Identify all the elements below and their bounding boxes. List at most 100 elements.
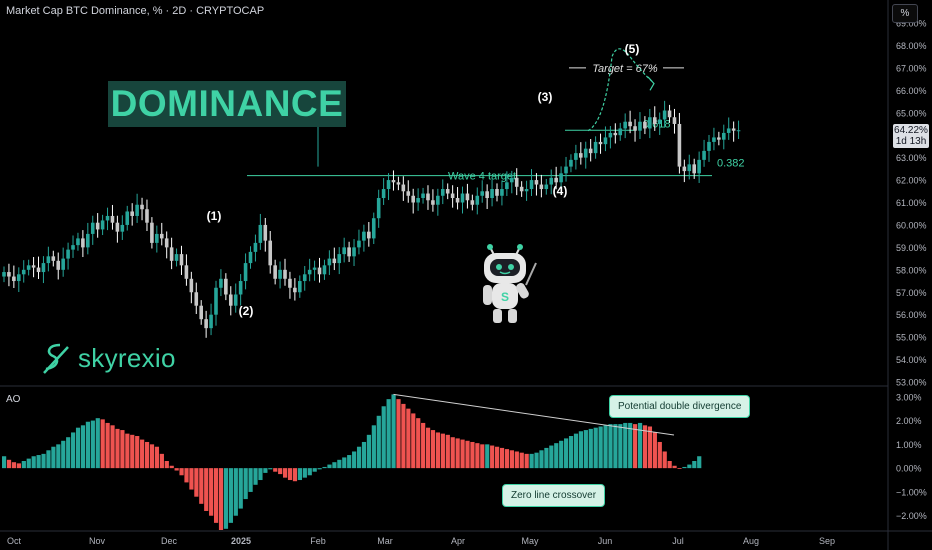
ao-bar: [475, 443, 480, 469]
ao-bar: [480, 444, 485, 469]
ao-bar: [534, 452, 539, 469]
ao-bar: [322, 466, 327, 469]
candle-body: [692, 164, 696, 174]
ao-bar: [312, 468, 317, 472]
ao-bar: [598, 426, 603, 469]
ao-bar: [514, 451, 519, 469]
x-axis[interactable]: Oct Nov Dec 2025 Feb Mar Apr May Jun Jul Aug Sep: [7, 536, 835, 546]
y-axis[interactable]: 53.00% 54.00% 55.00% 56.00% 57.00% 58.00% 59.0…: [896, 19, 927, 522]
ao-bar: [287, 468, 293, 481]
ao-bar: [692, 461, 697, 469]
ao-bar: [356, 446, 362, 469]
candle-body: [46, 256, 51, 264]
ao-bar: [391, 394, 396, 469]
annotations: Target = 67% (1) (2) (3) (4) (5): [207, 42, 684, 318]
ao-bar: [549, 445, 554, 469]
ao-bar: [583, 430, 588, 469]
candle-body: [115, 222, 120, 232]
ao-bar: [292, 468, 298, 482]
candle-body: [583, 148, 588, 158]
candle-body: [519, 186, 524, 192]
ao-bar: [2, 456, 7, 469]
candle-body: [288, 278, 292, 288]
ao-bar: [633, 424, 638, 469]
candle-body: [509, 177, 514, 183]
candle-body: [189, 278, 194, 293]
candle-body: [307, 269, 312, 275]
candle-body: [569, 159, 573, 167]
candle-body: [293, 287, 297, 293]
time-tick-label: 2025: [231, 536, 251, 546]
ao-bar: [677, 468, 682, 469]
ao-bar: [105, 422, 110, 469]
price-tick-label: 54.00%: [896, 355, 927, 365]
price-tick-label: 60.00%: [896, 220, 927, 230]
candles[interactable]: [2, 100, 741, 338]
candle-body: [455, 198, 460, 203]
ao-bar: [539, 450, 544, 469]
candle-body: [608, 132, 613, 138]
time-tick-label: Aug: [743, 536, 759, 546]
ao-bar: [302, 468, 307, 478]
candle-body: [327, 258, 332, 266]
candle-body: [623, 121, 627, 129]
candle-body: [238, 281, 243, 295]
ao-bar: [85, 421, 91, 469]
ao-bar: [573, 433, 579, 469]
percent-scale-button[interactable]: %: [892, 4, 918, 23]
ao-bar: [258, 468, 263, 481]
candle-body: [169, 247, 174, 261]
ao-bar: [283, 468, 288, 478]
ao-bar: [485, 444, 490, 469]
ao-bar: [519, 452, 524, 469]
candle-body: [539, 184, 544, 190]
candle-body: [386, 180, 391, 190]
candle-body: [199, 305, 203, 320]
ao-bar: [490, 445, 495, 469]
ao-bar: [618, 424, 623, 469]
candle-body: [150, 222, 154, 243]
ao-bar: [31, 456, 36, 469]
candle-body: [648, 117, 652, 129]
ao-bar: [509, 450, 514, 469]
candle-body: [253, 242, 258, 252]
candle-body: [71, 245, 75, 250]
candle-body: [155, 233, 159, 243]
ao-bar: [100, 419, 105, 469]
candle-body: [204, 319, 208, 329]
ao-bar: [687, 464, 692, 469]
dominance-badge: DOMINANCE: [108, 81, 346, 127]
ao-bar: [529, 453, 534, 469]
wave-label: (2): [239, 304, 254, 318]
candle-body: [100, 220, 105, 230]
candle-body: [726, 128, 731, 133]
candle-body: [643, 121, 647, 129]
ao-bar: [697, 456, 702, 469]
candle-body: [352, 247, 356, 257]
candle-body: [574, 153, 578, 160]
candle-body: [514, 177, 519, 187]
candle-body: [56, 260, 61, 270]
candle-body: [317, 267, 322, 275]
time-tick-label: Dec: [161, 536, 178, 546]
ao-histogram[interactable]: AO: [2, 393, 702, 530]
brand-name: skyrexio: [78, 342, 176, 373]
ao-bar: [11, 462, 17, 469]
ao-bar: [603, 425, 608, 469]
ao-bar: [273, 468, 278, 472]
time-tick-label: Mar: [377, 536, 393, 546]
candle-body: [159, 233, 164, 239]
time-tick-label: Jun: [598, 536, 613, 546]
candle-body: [61, 258, 65, 270]
wave-label: (1): [207, 209, 222, 223]
candle-body: [554, 177, 558, 183]
ao-tick-label: −1.00%: [896, 487, 927, 497]
ao-bar: [51, 446, 56, 469]
ao-bar: [401, 403, 406, 469]
ao-bar: [46, 450, 51, 469]
price-tick-label: 67.00%: [896, 63, 927, 73]
time-tick-label: Jul: [672, 536, 684, 546]
time-tick-label: Apr: [451, 536, 465, 546]
ao-bar: [425, 427, 431, 469]
